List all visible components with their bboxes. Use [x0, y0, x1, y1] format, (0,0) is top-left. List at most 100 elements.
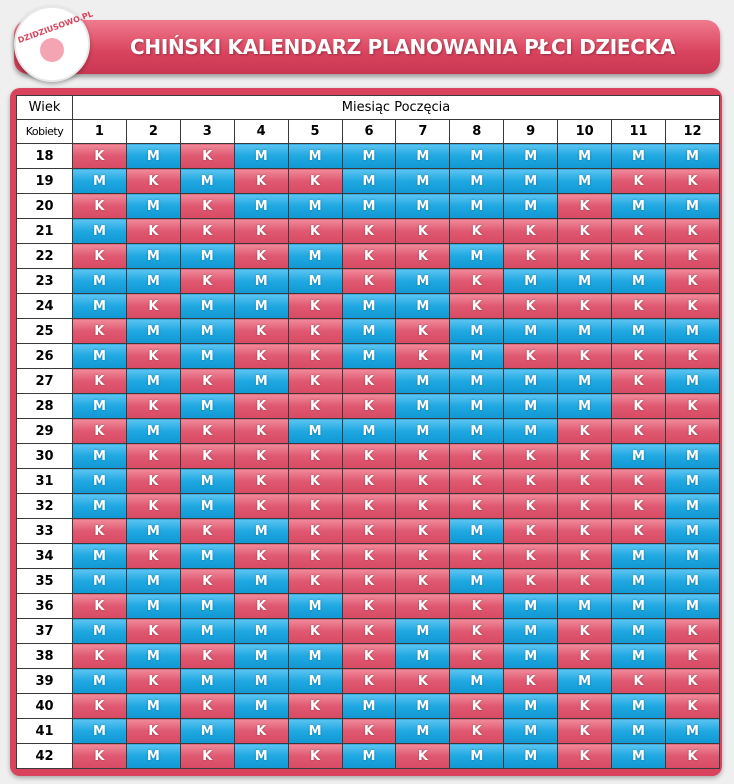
gender-cell: K	[233, 318, 289, 344]
gender-cell: K	[179, 443, 235, 469]
month-header: 3	[179, 119, 235, 144]
gender-cell: M	[557, 368, 613, 394]
gender-cell: M	[287, 418, 343, 444]
gender-cell: K	[287, 368, 343, 394]
gender-cell: K	[125, 668, 181, 694]
gender-cell: K	[72, 143, 127, 169]
gender-cell: K	[395, 568, 451, 594]
gender-cell: K	[611, 393, 666, 419]
logo[interactable]: DZIDZIUSOWO.PL	[14, 6, 94, 82]
table-row: 36 K M M K M K K K M M M M	[16, 593, 721, 619]
gender-cell: M	[72, 568, 127, 594]
banner: CHIŃSKI KALENDARZ PLANOWANIA PŁCI DZIECK…	[14, 20, 720, 74]
month-header: 6	[341, 119, 397, 144]
gender-cell: K	[557, 468, 613, 494]
gender-cell: K	[611, 243, 666, 269]
gender-cell: M	[664, 593, 721, 619]
gender-cell: K	[395, 518, 451, 544]
gender-cell: M	[664, 468, 721, 494]
gender-cell: K	[557, 243, 613, 269]
gender-cell: M	[395, 143, 451, 169]
gender-cell: M	[233, 518, 289, 544]
table-row: 37 M K M M K K M K M K M K	[16, 618, 721, 644]
table-row: 21 M K K K K K K K K K K K	[16, 218, 721, 244]
gender-cell: K	[72, 743, 127, 769]
gender-cell: M	[287, 668, 343, 694]
gender-cell: K	[72, 368, 127, 394]
gender-cell: K	[287, 468, 343, 494]
gender-cell: M	[611, 318, 666, 344]
gender-cell: K	[125, 443, 181, 469]
gender-cell: K	[611, 668, 666, 694]
gender-cell: K	[449, 468, 505, 494]
gender-cell: M	[179, 243, 235, 269]
month-header: 4	[233, 119, 289, 144]
gender-cell: K	[557, 443, 613, 469]
age-cell: 34	[16, 543, 73, 569]
gender-cell: K	[233, 443, 289, 469]
gender-cell: K	[664, 268, 721, 294]
gender-cell: M	[233, 743, 289, 769]
gender-cell: K	[72, 693, 127, 719]
gender-cell: M	[503, 318, 559, 344]
gender-cell: M	[557, 593, 613, 619]
gender-cell: M	[449, 318, 505, 344]
age-cell: 20	[16, 193, 73, 219]
gender-cell: K	[125, 543, 181, 569]
gender-cell: K	[233, 393, 289, 419]
gender-cell: M	[395, 693, 451, 719]
gender-cell: K	[395, 593, 451, 619]
gender-cell: M	[72, 293, 127, 319]
gender-cell: K	[233, 343, 289, 369]
gender-cell: K	[449, 218, 505, 244]
gender-cell: M	[179, 668, 235, 694]
gender-cell: K	[341, 518, 397, 544]
gender-cell: M	[449, 668, 505, 694]
gender-cell: M	[287, 268, 343, 294]
gender-cell: M	[611, 743, 666, 769]
corner-bottom: Kobiety	[16, 119, 73, 144]
gender-cell: M	[233, 568, 289, 594]
age-cell: 23	[16, 268, 73, 294]
gender-cell: M	[125, 568, 181, 594]
gender-table: Wiek Miesiąc Poczęcia Kobiety 1 2 3 4 5 6 7 8 9 10 1…	[16, 95, 721, 769]
gender-cell: M	[503, 418, 559, 444]
table-row: 32 M K M K K K K K K K K M	[16, 493, 721, 519]
gender-cell: K	[664, 293, 721, 319]
gender-cell: K	[125, 343, 181, 369]
gender-cell: K	[664, 393, 721, 419]
gender-cell: M	[233, 618, 289, 644]
gender-cell: K	[611, 343, 666, 369]
gender-cell: K	[611, 418, 666, 444]
gender-cell: K	[179, 268, 235, 294]
gender-cell: M	[395, 268, 451, 294]
table-row: 39 M K M M M K K M K M K K	[16, 668, 721, 694]
gender-cell: M	[179, 618, 235, 644]
gender-cell: K	[341, 593, 397, 619]
gender-cell: K	[503, 518, 559, 544]
gender-cell: K	[664, 243, 721, 269]
gender-cell: K	[395, 493, 451, 519]
table-row: 18 K M K M M M M M M M M M	[16, 143, 721, 169]
gender-cell: K	[72, 518, 127, 544]
gender-cell: K	[557, 618, 613, 644]
gender-cell: M	[72, 168, 127, 194]
gender-cell: K	[503, 668, 559, 694]
gender-cell: M	[503, 268, 559, 294]
gender-cell: K	[449, 443, 505, 469]
gender-cell: K	[395, 218, 451, 244]
gender-cell: M	[611, 568, 666, 594]
gender-cell: M	[125, 368, 181, 394]
age-cell: 29	[16, 418, 73, 444]
gender-cell: K	[287, 443, 343, 469]
table-row: 26 M K M K K M K M K K K K	[16, 343, 721, 369]
gender-cell: M	[664, 493, 721, 519]
gender-cell: K	[287, 318, 343, 344]
gender-cell: K	[557, 493, 613, 519]
gender-cell: K	[72, 643, 127, 669]
table-row: 24 M K M M K M M K K K K K	[16, 293, 721, 319]
gender-cell: K	[449, 643, 505, 669]
gender-cell: K	[287, 568, 343, 594]
gender-cell: K	[341, 493, 397, 519]
